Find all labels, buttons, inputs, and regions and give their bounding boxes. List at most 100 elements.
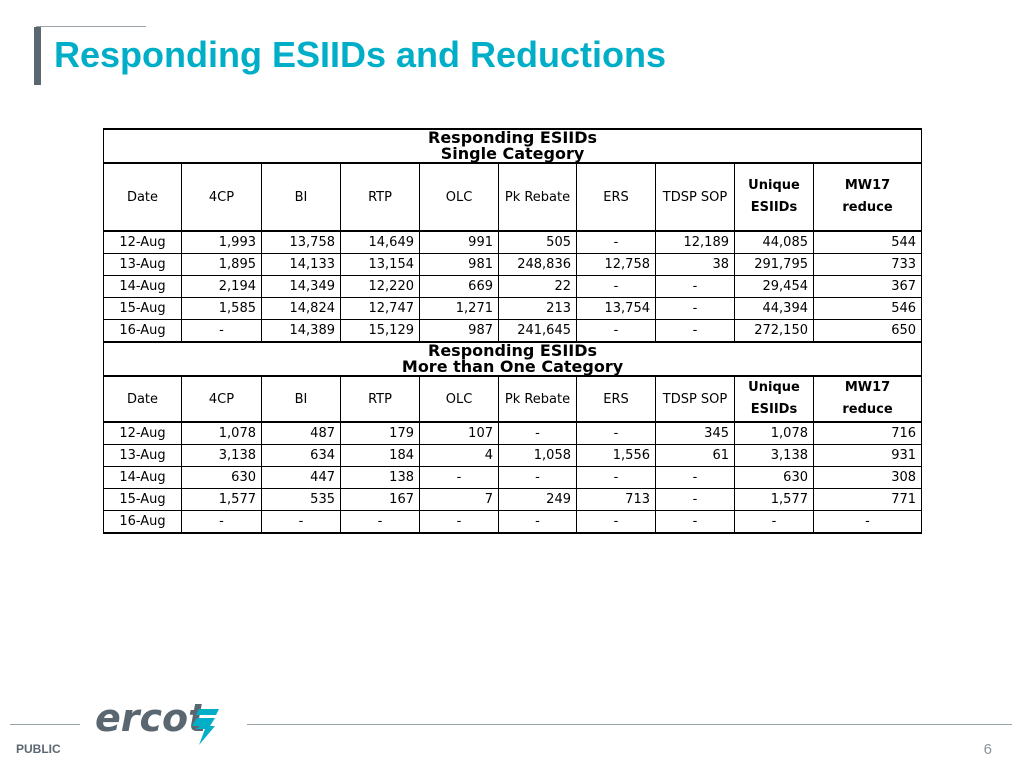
value-cell: - <box>655 510 735 534</box>
section-caption-title: Responding ESIIDs <box>428 128 598 147</box>
column-header: Date <box>103 163 182 232</box>
value-cell: 248,836 <box>498 253 577 276</box>
value-cell: 733 <box>812 253 923 276</box>
value-cell: 272,150 <box>734 319 814 343</box>
page-title: Responding ESIIDs and Reductions <box>54 34 667 75</box>
column-header: BI <box>261 163 341 232</box>
table-row: 16-Aug -14,389 15,129 987 241,645- -272,150 65… <box>103 319 923 343</box>
value-cell: - <box>734 510 814 534</box>
value-cell: 991 <box>419 231 499 254</box>
value-cell: 669 <box>419 275 499 298</box>
value-cell: 213 <box>498 297 577 320</box>
value-cell: - <box>655 319 735 343</box>
value-cell: - <box>181 319 262 343</box>
date-cell: 16-Aug <box>103 319 182 343</box>
value-cell: - <box>181 510 262 534</box>
table-row: 13-Aug 1,895 14,133 13,154 981 248,836 12,758 3… <box>103 253 923 276</box>
value-cell: - <box>498 466 577 489</box>
column-header-row: Date 4CP BI RTP OLC Pk Rebate ERS TDSP SOP Uniqu… <box>103 376 923 423</box>
value-cell: 345 <box>655 422 735 445</box>
value-cell: 1,058 <box>498 444 577 467</box>
column-header-row: Date 4CP BI RTP OLC Pk Rebate ERS TDSP SOP Uniqu… <box>103 163 923 232</box>
top-rule <box>36 26 146 27</box>
value-cell: 447 <box>261 466 341 489</box>
value-cell: 29,454 <box>734 275 814 298</box>
value-cell: 14,349 <box>261 275 341 298</box>
date-cell: 12-Aug <box>103 231 182 254</box>
value-cell: 38 <box>655 253 735 276</box>
column-header-line: Unique <box>748 380 800 395</box>
value-cell: - <box>576 231 656 254</box>
column-header: OLC <box>419 376 499 423</box>
value-cell: - <box>655 275 735 298</box>
value-cell: - <box>340 510 420 534</box>
column-header: RTP <box>340 376 420 423</box>
column-header: TDSP SOP <box>655 163 735 232</box>
value-cell: 249 <box>498 488 577 511</box>
value-cell: 44,085 <box>734 231 814 254</box>
table-row: 12-Aug 1,993 13,758 14,649 991 505-12,189 44,0… <box>103 231 923 254</box>
column-header: ERS <box>576 163 656 232</box>
column-header: Unique ESIIDs <box>734 163 814 232</box>
date-cell: 13-Aug <box>103 444 182 467</box>
column-header: BI <box>261 376 341 423</box>
value-cell: 12,220 <box>340 275 420 298</box>
column-header: 4CP <box>181 163 262 232</box>
date-cell: 12-Aug <box>103 422 182 445</box>
value-cell: - <box>576 275 656 298</box>
value-cell: 1,585 <box>181 297 262 320</box>
logo-mark-icon <box>192 709 219 745</box>
column-header: ERS <box>576 376 656 423</box>
table-row: 16-Aug - - - - - - - - - <box>103 510 923 534</box>
value-cell: 2,194 <box>181 275 262 298</box>
classification-label: PUBLIC <box>16 742 61 756</box>
date-cell: 15-Aug <box>103 488 182 511</box>
column-header: 4CP <box>181 376 262 423</box>
value-cell: 1,078 <box>734 422 814 445</box>
value-cell: 981 <box>419 253 499 276</box>
value-cell: 1,895 <box>181 253 262 276</box>
value-cell: - <box>576 510 656 534</box>
value-cell: 184 <box>340 444 420 467</box>
section-caption-subtitle: More than One Category <box>401 357 624 376</box>
value-cell: 505 <box>498 231 577 254</box>
value-cell: 3,138 <box>734 444 814 467</box>
value-cell: 1,556 <box>576 444 656 467</box>
value-cell: - <box>576 422 656 445</box>
value-cell: 138 <box>340 466 420 489</box>
section-caption-subtitle: Single Category <box>440 144 585 163</box>
column-header: MW17 reduce <box>812 163 923 232</box>
value-cell: 291,795 <box>734 253 814 276</box>
column-header: Date <box>103 376 182 423</box>
value-cell: 716 <box>812 422 923 445</box>
table-row: 13-Aug 3,138 634 184 4 1,058 1,556 61 3,138 931 <box>103 444 923 467</box>
value-cell: - <box>419 466 499 489</box>
value-cell: 14,133 <box>261 253 341 276</box>
column-header: OLC <box>419 163 499 232</box>
section-caption: Responding ESIIDs Single Category <box>102 128 923 164</box>
footer-rule-left <box>10 724 80 725</box>
value-cell: 14,389 <box>261 319 341 343</box>
value-cell: 535 <box>261 488 341 511</box>
value-cell: 167 <box>340 488 420 511</box>
value-cell: 771 <box>812 488 923 511</box>
value-cell: 12,189 <box>655 231 735 254</box>
date-cell: 13-Aug <box>103 253 182 276</box>
value-cell: - <box>655 297 735 320</box>
value-cell: 487 <box>261 422 341 445</box>
column-header-line: MW17 <box>844 380 891 395</box>
value-cell: 107 <box>419 422 499 445</box>
value-cell: 13,754 <box>576 297 656 320</box>
value-cell: 44,394 <box>734 297 814 320</box>
esiid-table: Responding ESIIDs Single Category Date 4CP B… <box>102 128 923 534</box>
section-caption-row: Responding ESIIDs Single Category <box>102 128 923 164</box>
section-caption-title: Responding ESIIDs <box>428 341 598 360</box>
section-caption-row: Responding ESIIDs More than One Category <box>102 341 923 377</box>
value-cell: - <box>498 422 577 445</box>
column-header: Pk Rebate <box>498 163 577 232</box>
value-cell: 987 <box>419 319 499 343</box>
value-cell: 1,577 <box>181 488 262 511</box>
value-cell: 13,758 <box>261 231 341 254</box>
table-row: 15-Aug 1,585 14,824 12,747 1,271 213 13,754-44… <box>103 297 923 320</box>
value-cell: 308 <box>812 466 923 489</box>
